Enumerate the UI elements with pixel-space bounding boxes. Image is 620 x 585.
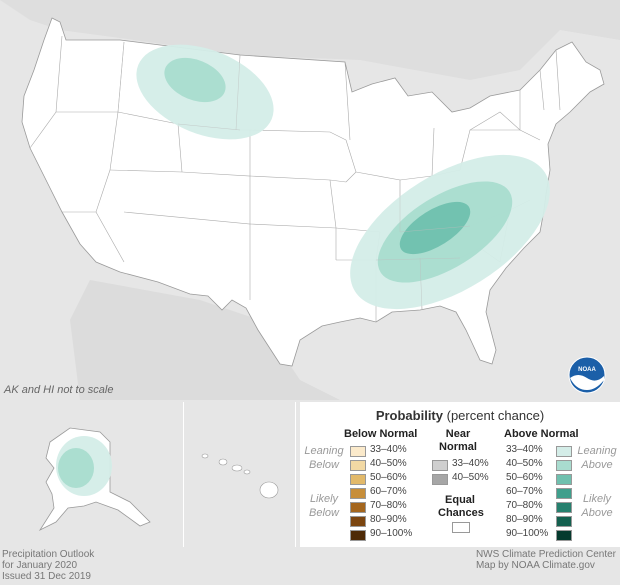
near-normal-header-line1: Near	[445, 428, 471, 440]
near-normal-label: 33–40%	[452, 458, 489, 469]
above-normal-label: 90–100%	[506, 528, 549, 539]
leaning-above-label: Leaning Above	[577, 445, 617, 471]
below-normal-swatch	[350, 530, 366, 541]
above-normal-label: 33–40%	[506, 444, 543, 455]
likely-below-label: Likely Below	[309, 493, 339, 519]
equal-chances-swatch	[452, 522, 470, 533]
above-normal-label: 40–50%	[506, 458, 543, 469]
below-normal-swatch	[350, 474, 366, 485]
above-normal-swatch	[556, 530, 572, 541]
below-normal-swatch	[350, 460, 366, 471]
footer-title: Precipitation Outlook	[2, 549, 95, 560]
near-normal-label: 40–50%	[452, 472, 489, 483]
conus-map	[21, 17, 605, 367]
below-normal-swatch	[350, 516, 366, 527]
near-normal-swatch	[432, 474, 448, 485]
above-normal-label: 50–60%	[506, 472, 543, 483]
legend: Probability (percent chance) Below Norma…	[300, 402, 620, 547]
hawaii-inset	[185, 402, 296, 547]
leaning-below-label: Leaning Below	[304, 445, 344, 471]
below-normal-label: 33–40%	[370, 444, 407, 455]
above-normal-label: 70–80%	[506, 500, 543, 511]
alaska-inset	[0, 402, 184, 547]
equal-chances-line2: Chances	[438, 507, 484, 519]
below-normal-label: 50–60%	[370, 472, 407, 483]
equal-chances-label: Equal Chances	[438, 494, 484, 520]
footer-left: Precipitation Outlook for January 2020 I…	[2, 549, 94, 582]
below-normal-label: 80–90%	[370, 514, 407, 525]
above-normal-swatch	[556, 460, 572, 471]
above-normal-header: Above Normal	[504, 428, 579, 440]
noaa-logo-text: NOAA	[578, 367, 596, 373]
near-normal-header: Near Normal	[438, 428, 478, 454]
equal-chances-line1: Equal	[445, 494, 475, 506]
likely-above-label: Likely Above	[581, 493, 613, 519]
below-normal-label: 40–50%	[370, 458, 407, 469]
below-normal-label: 60–70%	[370, 486, 407, 497]
legend-title: Probability (percent chance)	[300, 408, 620, 423]
above-normal-label: 80–90%	[506, 514, 543, 525]
near-normal-swatch	[432, 460, 448, 471]
footer-credit-cpc: NWS Climate Prediction Center	[475, 549, 616, 560]
above-normal-swatch	[556, 516, 572, 527]
legend-title-bold: Probability	[375, 408, 443, 423]
below-normal-label: 70–80%	[370, 500, 407, 511]
noaa-logo: NOAA	[568, 356, 606, 394]
below-normal-swatch	[350, 488, 366, 499]
near-normal-header-line2: Normal	[439, 441, 477, 453]
footer-credit-map: Map by NOAA Climate.gov	[475, 560, 595, 571]
below-normal-label: 90–100%	[370, 528, 413, 539]
above-normal-label: 60–70%	[506, 486, 543, 497]
above-normal-swatch	[556, 474, 572, 485]
below-normal-swatch	[350, 446, 366, 457]
above-normal-swatch	[556, 446, 572, 457]
below-normal-header: Below Normal	[344, 428, 418, 440]
footer-period: for January 2020	[2, 560, 78, 571]
footer-right: NWS Climate Prediction Center Map by NOA…	[476, 549, 616, 571]
legend-title-rest: (percent chance)	[443, 408, 545, 423]
below-normal-swatch	[350, 502, 366, 513]
above-normal-swatch	[556, 488, 572, 499]
above-normal-swatch	[556, 502, 572, 513]
scale-note: AK and HI not to scale	[4, 384, 114, 396]
footer-issued: Issued 31 Dec 2019	[2, 571, 91, 582]
